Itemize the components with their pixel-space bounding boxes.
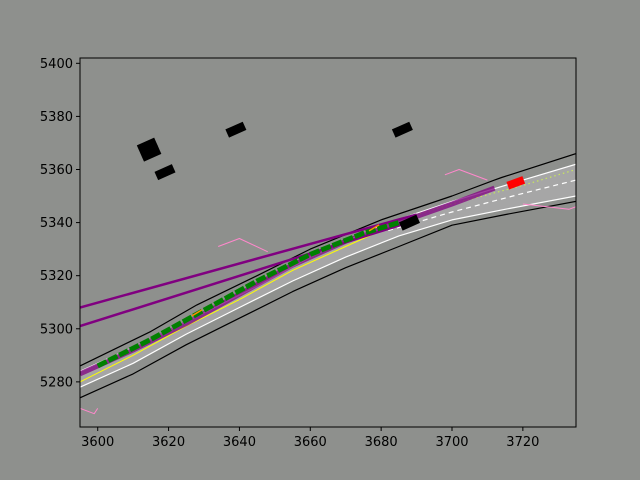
y-tick-label: 5320	[40, 269, 73, 284]
y-axis: 5280 5300 5320 5340 5360 5380 5400	[40, 57, 80, 390]
series-pink-boundary-upper	[444, 169, 488, 181]
x-tick-label: 3620	[152, 435, 185, 450]
series-lane-divider-dashed	[388, 179, 576, 232]
ego-vehicle	[506, 176, 526, 190]
plot-area	[80, 58, 576, 427]
series-pink-boundary-corner	[80, 407, 99, 415]
y-tick-label: 5340	[40, 216, 73, 231]
obstacle-vehicle	[136, 137, 158, 154]
obstacle-vehicle	[140, 145, 162, 162]
obstacle-vehicle	[391, 121, 413, 138]
y-tick-label: 5300	[40, 322, 73, 337]
orange-marker	[368, 224, 380, 232]
y-tick-label: 5280	[40, 375, 73, 390]
y-tick-label: 5400	[40, 57, 73, 72]
obstacle-vehicle	[398, 214, 420, 231]
road-layer	[80, 164, 576, 388]
plot-frame	[79, 57, 577, 428]
series-pink-boundary-lower	[522, 203, 576, 210]
obstacle-vehicle	[225, 121, 247, 138]
x-tick-label: 3660	[294, 435, 327, 450]
series-planned-path-green	[96, 220, 400, 369]
series-pink-boundary-left	[218, 238, 269, 253]
series-trajectory-purple-1	[80, 213, 417, 309]
x-tick-label: 3700	[435, 435, 468, 450]
lines-layer	[80, 153, 576, 415]
road-surface	[80, 164, 576, 388]
obstacle-vehicle	[154, 164, 176, 181]
y-tick-label: 5380	[40, 110, 73, 125]
y-tick-label: 5360	[40, 163, 73, 178]
x-tick-label: 3640	[223, 435, 256, 450]
series-centerline-yellow	[80, 230, 382, 383]
x-tick-label: 3680	[365, 435, 398, 450]
series-road-outer-edge-lower	[80, 200, 576, 399]
orange-marker	[191, 309, 203, 317]
x-axis: 3600 3620 3640 3660 3680 3700 3720	[81, 427, 539, 450]
objects-layer	[136, 121, 526, 231]
x-tick-label: 3600	[81, 435, 114, 450]
series-road-inner-edge-lower	[80, 195, 576, 388]
x-tick-label: 3720	[506, 435, 539, 450]
